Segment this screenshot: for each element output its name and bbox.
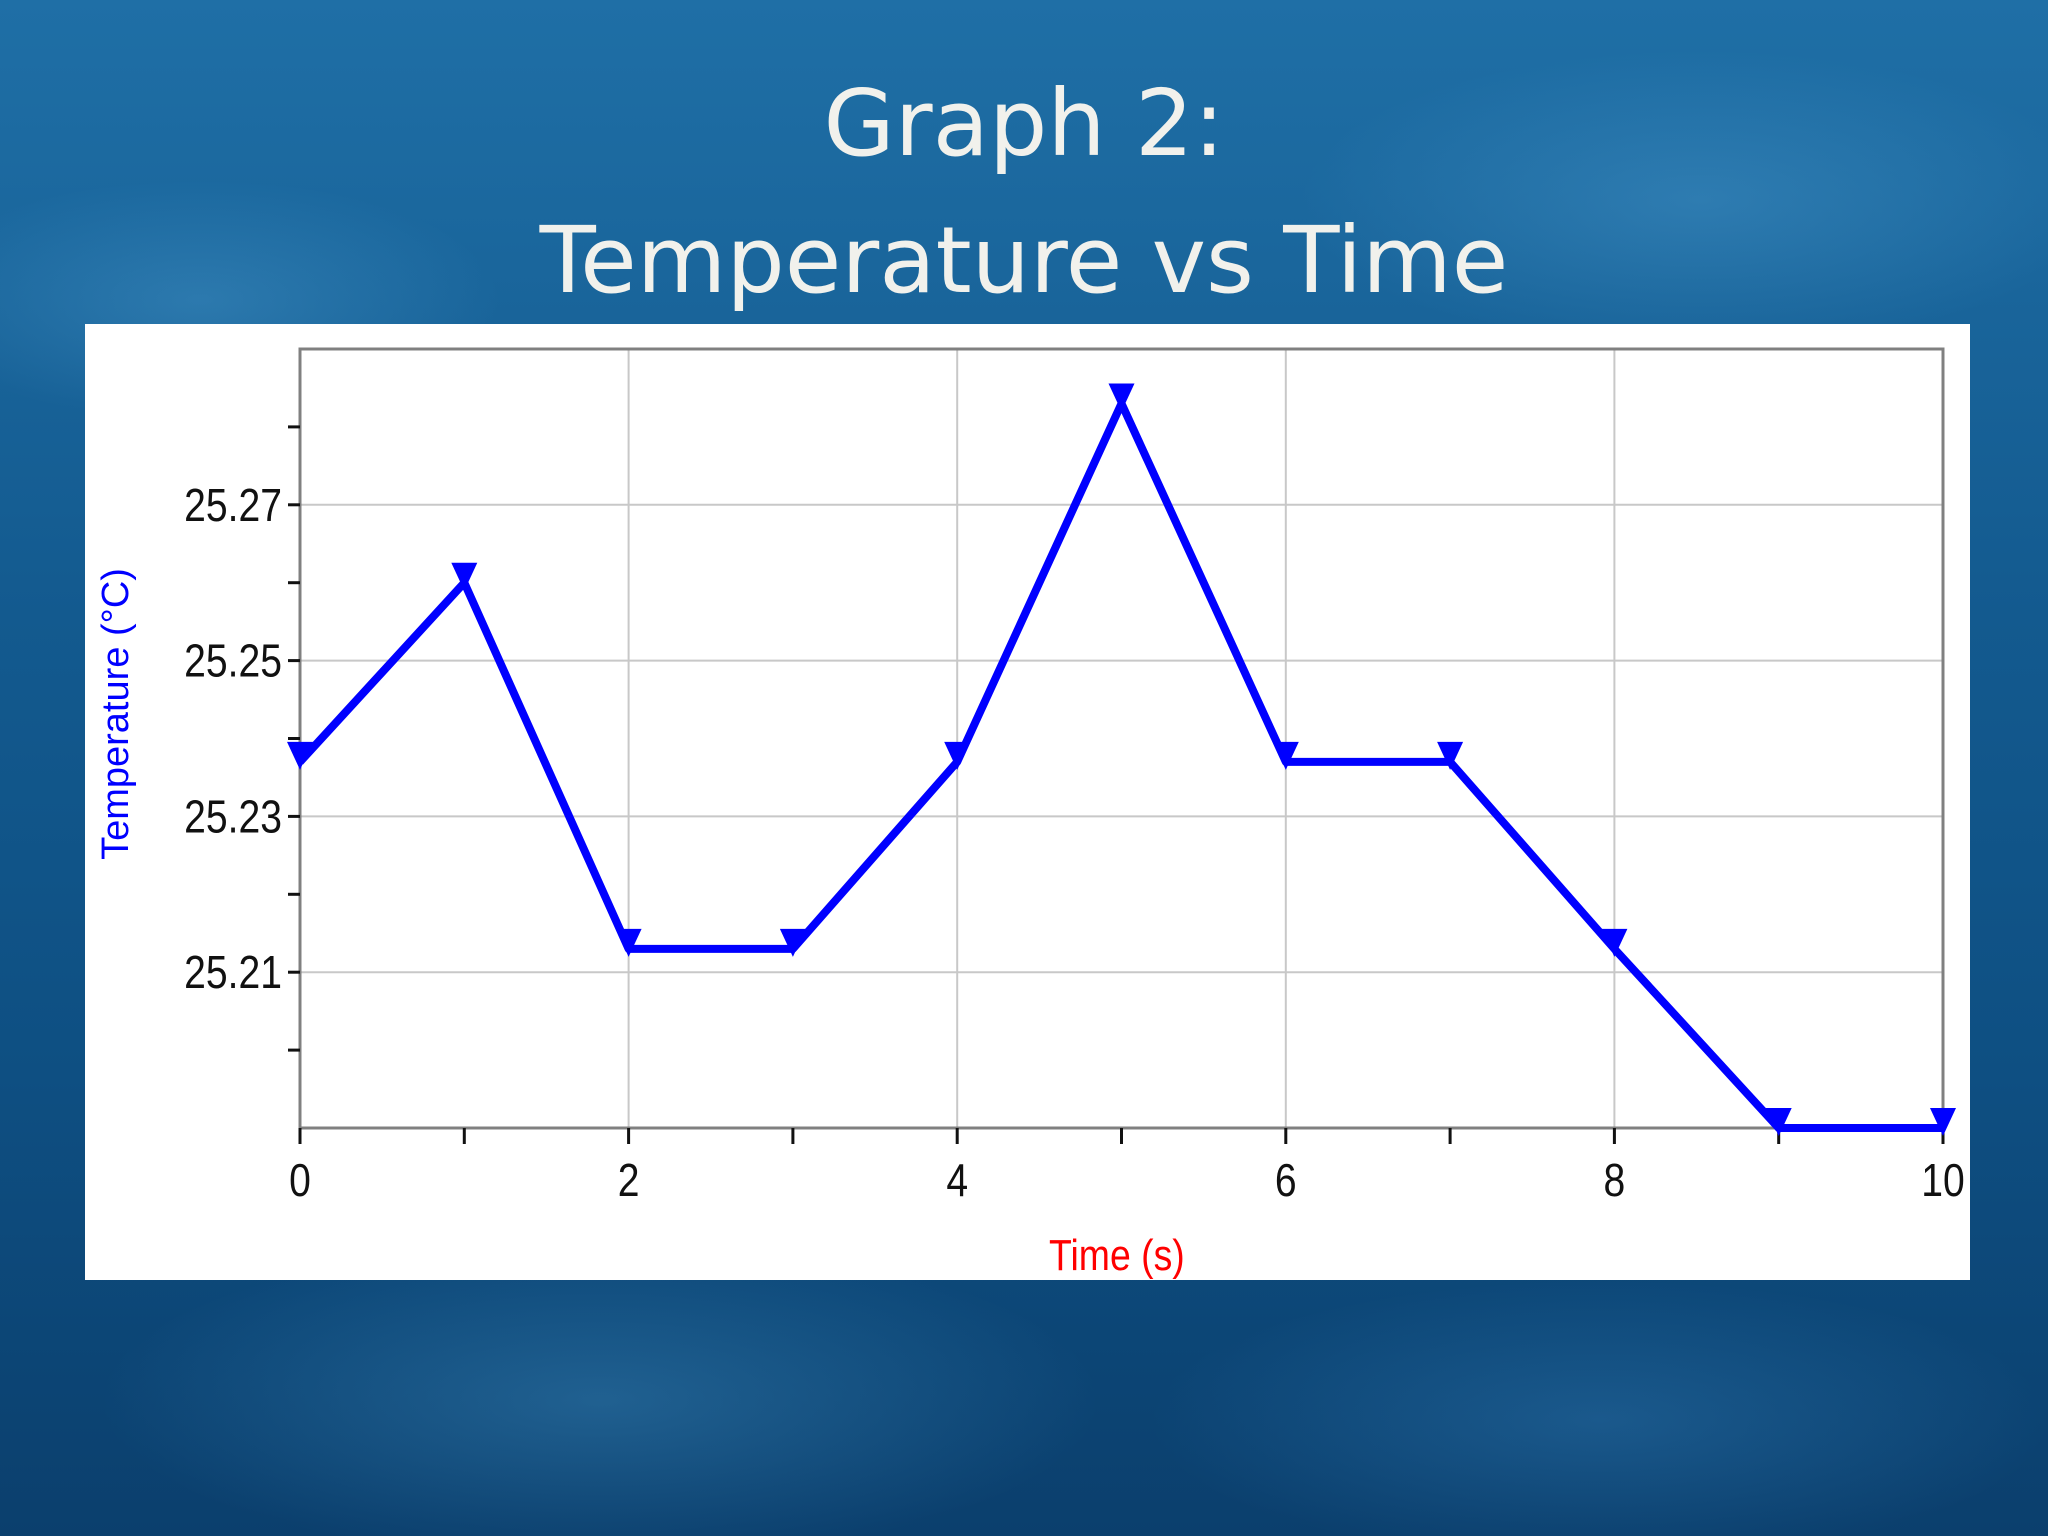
chart-panel: 0 2 4 6 8 10 25.21 25.23 25.25 25.27 Time (s) Tem…: [85, 324, 1970, 1280]
y-tick-label: 25.27: [184, 480, 282, 532]
data-point-marker: [1930, 1108, 1956, 1136]
line-chart: 0 2 4 6 8 10 25.21 25.23 25.25 25.27 Time (s) Tem…: [95, 347, 1965, 1280]
slide-title-line2: Temperature vs Time: [539, 207, 1509, 314]
data-point-marker: [451, 562, 478, 591]
y-tick-label: 25.23: [184, 791, 282, 843]
x-tick-label: 8: [1604, 1155, 1626, 1207]
data-point-marker: [1108, 383, 1135, 412]
series-line: [297, 399, 1943, 1132]
data-point-marker: [615, 928, 642, 957]
plot-frame: [298, 347, 1945, 1130]
data-point-marker: [287, 741, 313, 770]
x-tick-label: 2: [618, 1155, 640, 1207]
y-axis-label: Temperature (°C): [95, 568, 137, 860]
data-point-marker: [1437, 741, 1464, 770]
data-point-marker: [779, 928, 806, 957]
y-tick-label: 25.25: [184, 636, 282, 688]
y-tick-label: 25.21: [184, 947, 282, 999]
data-point-marker: [944, 741, 971, 770]
data-point-marker: [1272, 741, 1299, 770]
slide-title-line1: Graph 2:: [823, 70, 1225, 177]
data-point-marker: [1765, 1108, 1792, 1136]
x-axis-label: Time (s): [1049, 1230, 1185, 1280]
data-point-marker: [1601, 928, 1628, 957]
x-tick-label: 10: [1921, 1155, 1964, 1207]
x-tick-label: 4: [946, 1155, 968, 1207]
x-tick-label: 6: [1275, 1155, 1297, 1207]
x-tick-label: 0: [289, 1155, 311, 1207]
